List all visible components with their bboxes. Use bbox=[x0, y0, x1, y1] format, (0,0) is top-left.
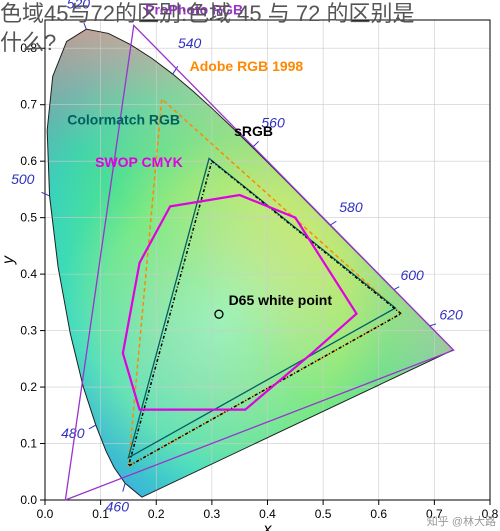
chromaticity-chart: 0.00.10.20.30.40.50.60.70.80.00.10.20.30… bbox=[0, 0, 500, 531]
svg-text:600: 600 bbox=[400, 267, 424, 283]
watermark: 知乎 @林大路 bbox=[427, 513, 496, 529]
svg-text:0.5: 0.5 bbox=[315, 507, 332, 521]
svg-text:0.3: 0.3 bbox=[20, 324, 37, 338]
svg-text:500: 500 bbox=[11, 171, 35, 187]
svg-text:620: 620 bbox=[439, 306, 463, 322]
svg-text:Adobe RGB 1998: Adobe RGB 1998 bbox=[190, 58, 304, 74]
svg-text:0.7: 0.7 bbox=[20, 98, 37, 112]
svg-text:0.0: 0.0 bbox=[20, 493, 37, 507]
svg-text:460: 460 bbox=[106, 498, 130, 514]
svg-text:580: 580 bbox=[339, 199, 363, 215]
svg-text:480: 480 bbox=[61, 425, 85, 441]
svg-text:0.2: 0.2 bbox=[20, 380, 37, 394]
svg-text:0.6: 0.6 bbox=[20, 154, 37, 168]
svg-text:ProPhoto RGB: ProPhoto RGB bbox=[145, 1, 243, 17]
svg-text:y: y bbox=[0, 255, 17, 265]
svg-text:0.0: 0.0 bbox=[37, 507, 54, 521]
svg-text:0.3: 0.3 bbox=[204, 507, 221, 521]
svg-text:0.2: 0.2 bbox=[148, 507, 165, 521]
svg-text:D65 white point: D65 white point bbox=[229, 292, 333, 308]
svg-text:x: x bbox=[263, 521, 273, 531]
svg-text:0.4: 0.4 bbox=[20, 267, 37, 281]
svg-text:0.5: 0.5 bbox=[20, 211, 37, 225]
svg-text:0.4: 0.4 bbox=[259, 507, 276, 521]
svg-text:sRGB: sRGB bbox=[234, 123, 273, 139]
svg-text:0.6: 0.6 bbox=[370, 507, 387, 521]
svg-text:Colormatch RGB: Colormatch RGB bbox=[67, 111, 180, 127]
svg-text:520: 520 bbox=[67, 0, 91, 12]
svg-text:0.1: 0.1 bbox=[20, 437, 37, 451]
svg-text:SWOP CMYK: SWOP CMYK bbox=[95, 154, 183, 170]
svg-text:0.8: 0.8 bbox=[20, 41, 37, 55]
svg-text:540: 540 bbox=[178, 35, 202, 51]
